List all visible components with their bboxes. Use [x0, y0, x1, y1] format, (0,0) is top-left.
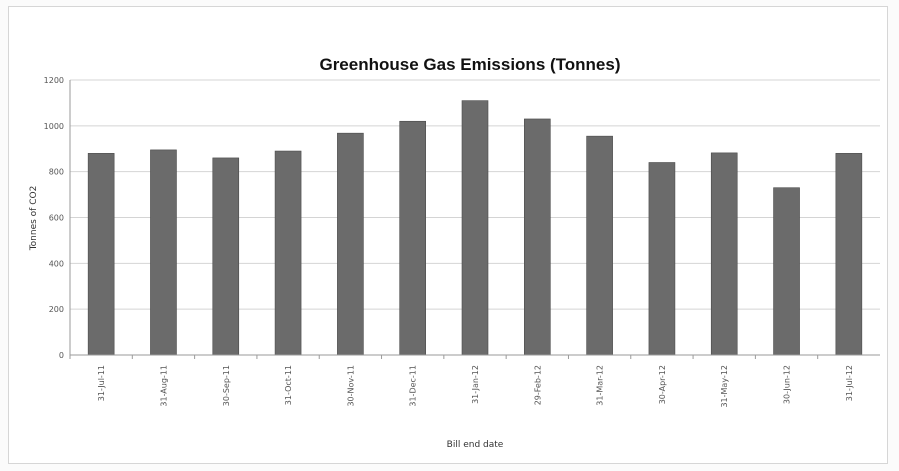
bars: [87, 100, 863, 356]
bar: [461, 100, 489, 356]
x-tick-label: 31-Oct-11: [284, 365, 293, 405]
bar: [648, 162, 676, 356]
y-axis-label: Tonnes of CO2: [29, 186, 39, 252]
x-tick-label: 30-Jun-12: [783, 365, 792, 404]
x-tick-label: 29-Feb-12: [533, 365, 542, 405]
y-tick-label: 1000: [44, 122, 64, 131]
bar: [399, 120, 426, 356]
y-tick-label: 800: [49, 168, 64, 177]
bar: [274, 150, 302, 356]
x-tick-label: 30-Sep-11: [222, 365, 231, 406]
y-tick-label: 200: [49, 305, 64, 314]
x-tick-label: 30-Nov-11: [346, 365, 355, 407]
bar: [773, 187, 800, 356]
y-axis-ticks: 0 200 400 600 800 1000 1200: [44, 76, 64, 360]
bar: [835, 153, 863, 356]
x-tick-label: 31-Jul-11: [97, 365, 106, 401]
x-tick-label: 31-Jul-12: [845, 365, 854, 401]
x-axis-ticks: 31-Jul-11 31-Aug-11 30-Sep-11 31-Oct-11 30-N…: [69, 355, 854, 408]
bar: [524, 118, 551, 356]
x-tick-label: 31-Dec-11: [409, 365, 418, 407]
x-tick-label: 30-Apr-12: [658, 365, 667, 404]
x-tick-label: 31-May-12: [720, 365, 729, 408]
x-tick-label: 31-Jan-12: [471, 365, 480, 404]
x-tick-label: 31-Mar-12: [596, 365, 605, 406]
x-tick-label: 31-Aug-11: [159, 365, 168, 407]
bar: [586, 135, 613, 356]
chart-title: Greenhouse Gas Emissions (Tonnes): [319, 55, 620, 74]
bar: [337, 132, 364, 356]
y-tick-label: 600: [49, 214, 64, 223]
bar: [212, 157, 240, 356]
bar: [87, 153, 115, 356]
y-tick-label: 400: [49, 259, 64, 268]
y-tick-label: 1200: [44, 76, 64, 85]
x-axis-label: Bill end date: [447, 440, 504, 450]
bar: [710, 152, 738, 356]
bar: [150, 149, 177, 356]
y-tick-label: 0: [59, 351, 64, 360]
